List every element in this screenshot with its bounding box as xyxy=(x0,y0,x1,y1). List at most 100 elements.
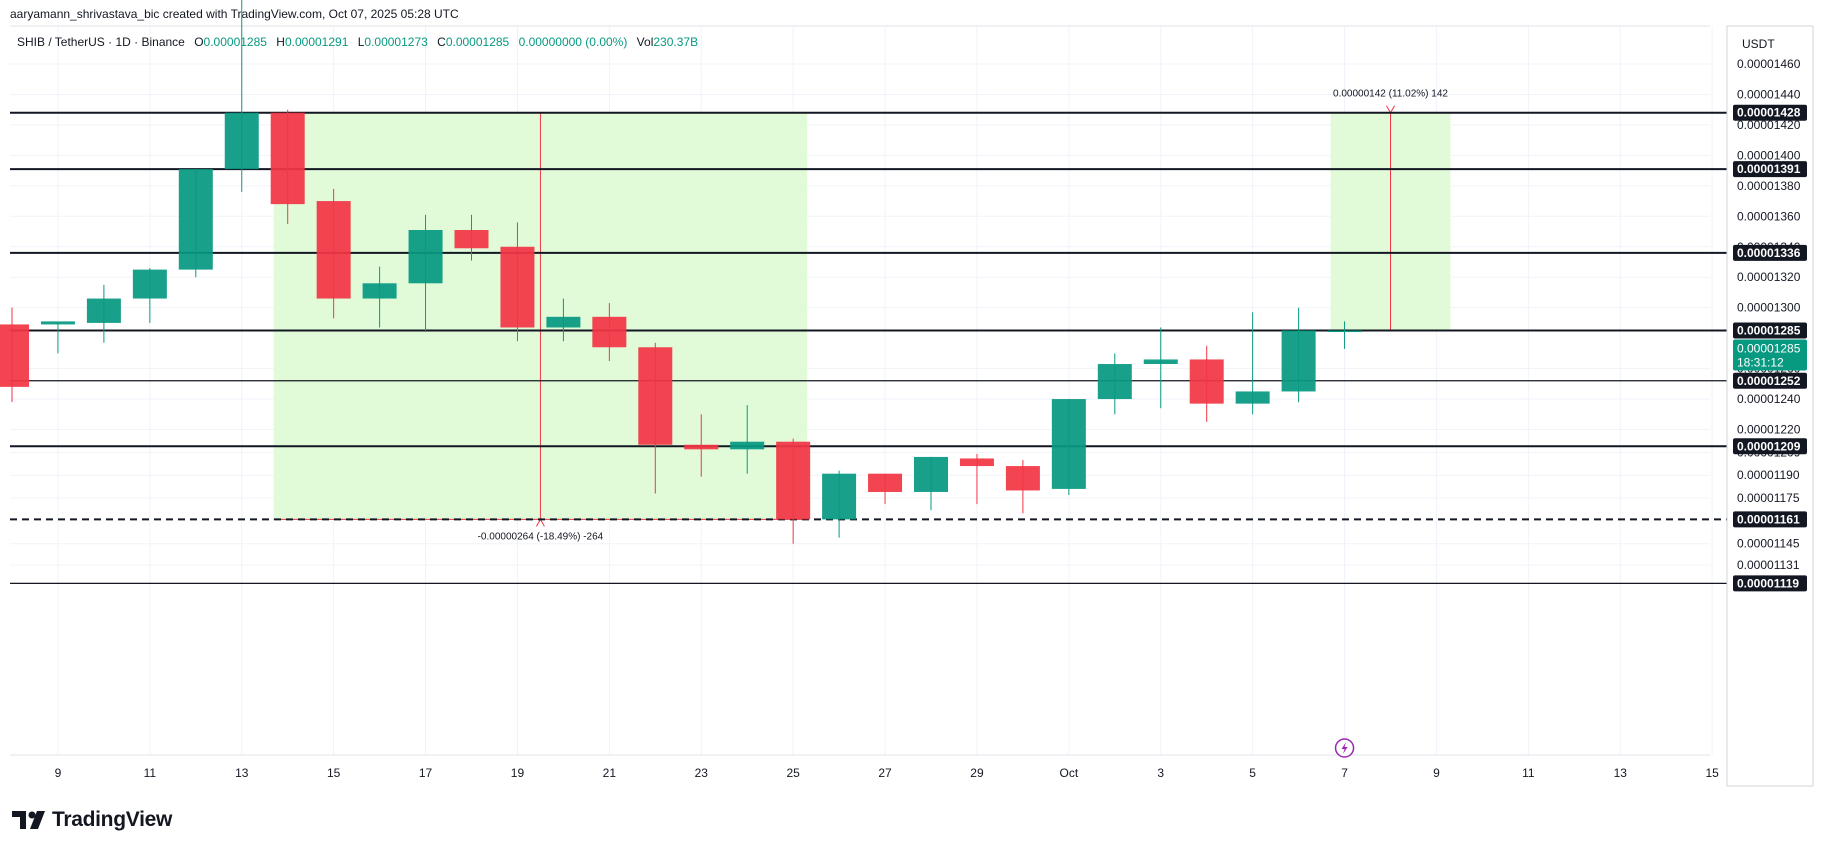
level-price-tag xyxy=(1733,575,1807,592)
candle[interactable] xyxy=(178,169,213,278)
price-tick-label: 0.00001190 xyxy=(1737,468,1800,482)
candle[interactable] xyxy=(500,222,535,342)
candle[interactable] xyxy=(1327,321,1362,349)
high-label: H xyxy=(276,35,285,49)
level-price-label: 0.00001336 xyxy=(1737,246,1801,260)
close-value: 0.00001285 xyxy=(445,35,510,49)
candle-body xyxy=(914,456,948,492)
level-price-label: 0.00001209 xyxy=(1737,439,1801,453)
candle-body xyxy=(592,316,627,348)
candle[interactable] xyxy=(454,214,489,261)
price-tick-label: 0.00001175 xyxy=(1737,491,1800,505)
candle[interactable] xyxy=(1143,327,1178,409)
time-tick-label: 5 xyxy=(1249,766,1256,780)
candle-body xyxy=(408,230,443,284)
time-tick-label: 27 xyxy=(878,766,892,780)
measure-arrow-head xyxy=(1386,105,1395,114)
tradingview-logo[interactable]: TradingView xyxy=(12,808,172,832)
symbol-legend: SHIB / TetherUS · 1D · Binance O0.000012… xyxy=(17,35,698,49)
level-price-tag xyxy=(1733,104,1807,121)
time-tick-label: 15 xyxy=(1705,766,1719,780)
time-tick-label: 23 xyxy=(695,766,709,780)
price-tick-label: 0.00001320 xyxy=(1737,270,1801,284)
candle[interactable] xyxy=(408,214,443,333)
price-tick-label: 0.00001220 xyxy=(1737,423,1801,437)
time-tick-label: 9 xyxy=(1433,766,1440,780)
candle[interactable] xyxy=(959,453,994,505)
price-tick-label: 0.00001460 xyxy=(1737,57,1801,71)
candle[interactable] xyxy=(0,307,29,403)
candle-body xyxy=(546,316,581,328)
event-marker-icon[interactable] xyxy=(1334,738,1355,758)
candle[interactable] xyxy=(592,303,627,361)
candle[interactable] xyxy=(914,456,948,511)
level-price-label: 0.00001161 xyxy=(1737,512,1800,526)
close-label: C xyxy=(437,35,446,49)
low-label: L xyxy=(357,35,365,49)
level-price-label: 0.00001428 xyxy=(1737,106,1801,120)
price-tick-label: 0.00001131 xyxy=(1737,558,1800,572)
candle-body xyxy=(684,444,719,450)
creator-caption: aaryamann_shrivastava_bic created with T… xyxy=(10,7,459,21)
candle[interactable] xyxy=(362,266,397,328)
level-price-label: 0.00001285 xyxy=(1737,324,1801,338)
measure-tools: -0.00000264 (-18.49%) -264 0.00000142 (11… xyxy=(273,89,1451,542)
time-axis: 9 11 13 15 17 19 21 23 25 27 29 Oct 3 5 7 9 11 13 15 xyxy=(55,738,1719,780)
candle-body xyxy=(40,321,75,325)
candle-body xyxy=(1143,359,1178,365)
candle[interactable] xyxy=(684,414,719,477)
volume-value: 230.37B xyxy=(653,35,699,49)
measure-label: -0.00000264 (-18.49%) -264 xyxy=(478,531,604,542)
price-tick-label: 0.00001240 xyxy=(1737,392,1801,406)
candle[interactable] xyxy=(546,298,581,342)
candle-body xyxy=(1281,330,1316,392)
price-tick-label: 0.00001360 xyxy=(1737,209,1801,223)
candle[interactable] xyxy=(868,473,903,505)
volume-label: Vol xyxy=(636,35,654,49)
candle[interactable] xyxy=(316,188,351,319)
time-tick-label: 11 xyxy=(1522,766,1535,780)
time-tick-label: 13 xyxy=(235,766,249,780)
candlestick-chart[interactable]: -0.00000264 (-18.49%) -264 0.00000142 (11… xyxy=(0,0,1825,800)
candle[interactable] xyxy=(1005,459,1040,514)
candle[interactable] xyxy=(40,321,75,354)
candle[interactable] xyxy=(132,268,167,323)
candle[interactable] xyxy=(86,284,121,343)
symbol-name[interactable]: SHIB / TetherUS · 1D · Binance xyxy=(17,35,185,49)
candle[interactable] xyxy=(1281,307,1316,403)
candle[interactable] xyxy=(776,438,811,544)
candle-body xyxy=(86,298,121,323)
currency-label[interactable]: USDT xyxy=(1742,37,1775,51)
candle[interactable] xyxy=(822,470,857,538)
level-price-label: 0.00001119 xyxy=(1737,576,1799,590)
candle-body xyxy=(1051,399,1086,489)
time-tick-label: 7 xyxy=(1341,766,1348,780)
candle[interactable] xyxy=(1235,312,1270,415)
last-price-value: 0.00001285 xyxy=(1737,342,1801,356)
candle[interactable] xyxy=(638,342,673,494)
candle-body xyxy=(316,201,351,299)
candle-body xyxy=(362,283,397,299)
price-tick-label: 0.00001440 xyxy=(1737,87,1801,101)
candle[interactable] xyxy=(1097,353,1132,415)
price-tick-label: 0.00001420 xyxy=(1737,118,1801,132)
candle[interactable] xyxy=(1051,399,1086,496)
time-tick-label: 25 xyxy=(786,766,800,780)
price-tick-label: 0.00001400 xyxy=(1737,148,1801,162)
candle-body xyxy=(178,169,213,270)
candle[interactable] xyxy=(224,0,259,192)
candle-body xyxy=(1005,466,1040,491)
time-tick-label: 17 xyxy=(419,766,433,780)
candle-body xyxy=(224,112,259,170)
candle-body xyxy=(270,112,305,205)
candle[interactable] xyxy=(270,109,305,224)
candle-body xyxy=(500,246,535,328)
candle[interactable] xyxy=(730,405,765,474)
last-price-tag xyxy=(1733,339,1807,371)
lightning-icon xyxy=(1341,742,1348,754)
candle[interactable] xyxy=(1189,345,1224,422)
time-tick-label: 13 xyxy=(1614,766,1628,780)
time-tick-label: 15 xyxy=(327,766,341,780)
candle-body xyxy=(132,269,167,299)
